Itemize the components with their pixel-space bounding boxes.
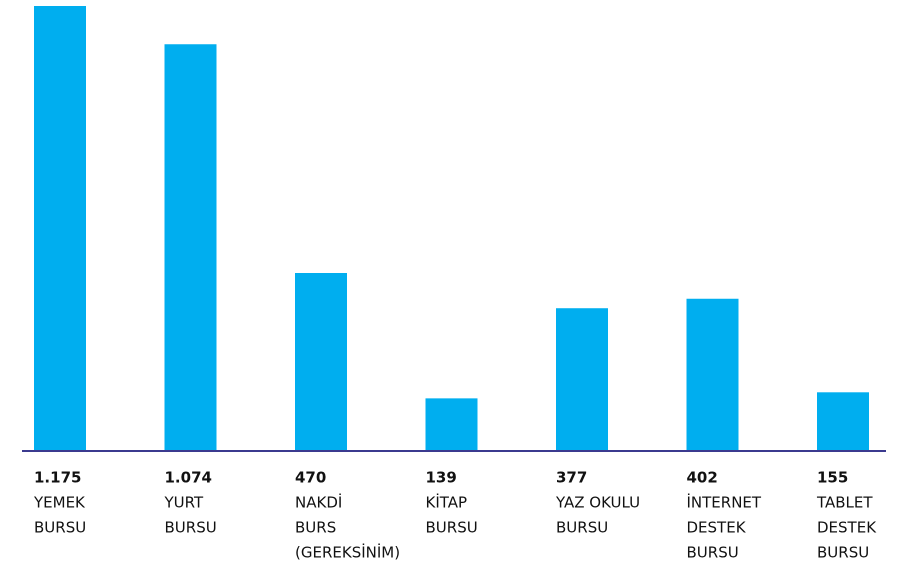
value-label: 1.175 [34,469,81,487]
category-label: İNTERNET [687,493,762,512]
value-label: 377 [556,469,587,487]
value-label: 155 [817,469,848,487]
value-label: 470 [295,469,326,487]
category-label: YEMEK [33,494,86,512]
category-label: YURT [164,494,204,512]
bar [425,398,478,451]
category-label: BURSU [687,544,739,562]
category-label: KİTAP [426,493,468,512]
category-label: (GEREKSİNİM) [295,543,400,562]
category-label: DESTEK [687,519,747,537]
category-label: BURS [295,519,336,537]
category-label: TABLET [816,494,873,512]
value-label: 1.074 [165,469,212,487]
category-label: BURSU [556,519,608,537]
bar [164,44,217,451]
category-label: DESTEK [817,519,877,537]
category-label: BURSU [165,519,217,537]
category-label: NAKDİ [295,493,342,512]
category-label: BURSU [34,519,86,537]
category-label: BURSU [426,519,478,537]
bar [686,298,739,451]
category-label: YAZ OKULU [555,494,640,512]
bar [556,308,608,451]
value-label: 139 [426,469,457,487]
bar [817,392,869,451]
category-label: BURSU [817,544,869,562]
bar [34,6,86,451]
bar [295,273,347,451]
value-label: 402 [687,469,718,487]
